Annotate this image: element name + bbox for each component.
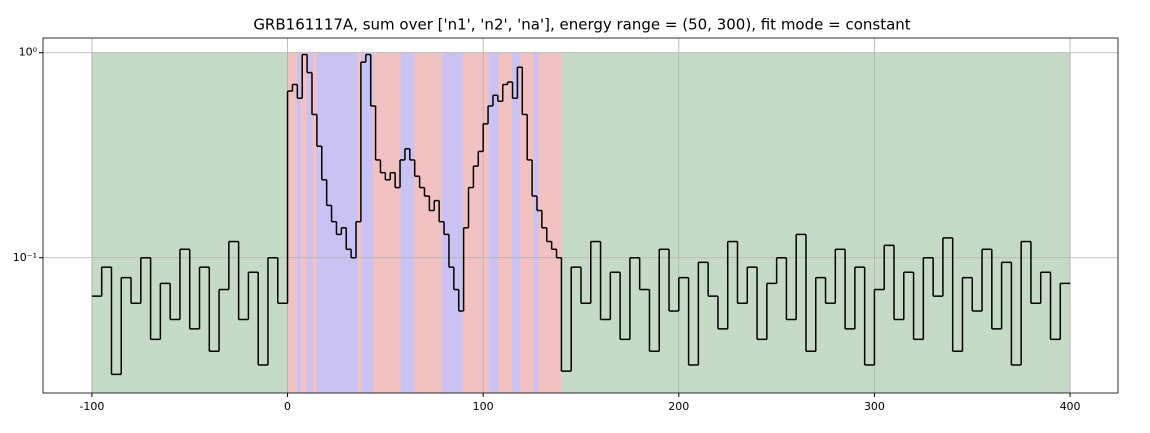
x-tick-label: 0: [284, 400, 291, 413]
span: [316, 52, 359, 394]
span: [400, 52, 416, 394]
span: [488, 52, 500, 394]
chart-title: GRB161117A, sum over ['n1', 'n2', 'na'],…: [253, 16, 910, 34]
x-tick-label: 200: [668, 400, 689, 413]
span: [296, 52, 302, 394]
span: [300, 52, 308, 394]
span: [414, 52, 443, 394]
x-tick-label: 100: [473, 400, 494, 413]
span: [512, 52, 521, 394]
span: [91, 52, 289, 394]
y-tick-label: 10⁰: [19, 46, 38, 59]
span: [287, 52, 298, 394]
span: [441, 52, 465, 394]
span: [312, 52, 318, 394]
span: [463, 52, 490, 394]
span: [498, 52, 514, 394]
x-tick-label: 400: [1060, 400, 1081, 413]
span: [361, 52, 375, 394]
span: [533, 52, 540, 394]
y-tick-label: 10⁻¹: [13, 251, 37, 264]
plot-frame: [42, 37, 1119, 394]
x-tick-label: -100: [79, 400, 104, 413]
span: [373, 52, 402, 394]
x-tick-label: 300: [864, 400, 885, 413]
